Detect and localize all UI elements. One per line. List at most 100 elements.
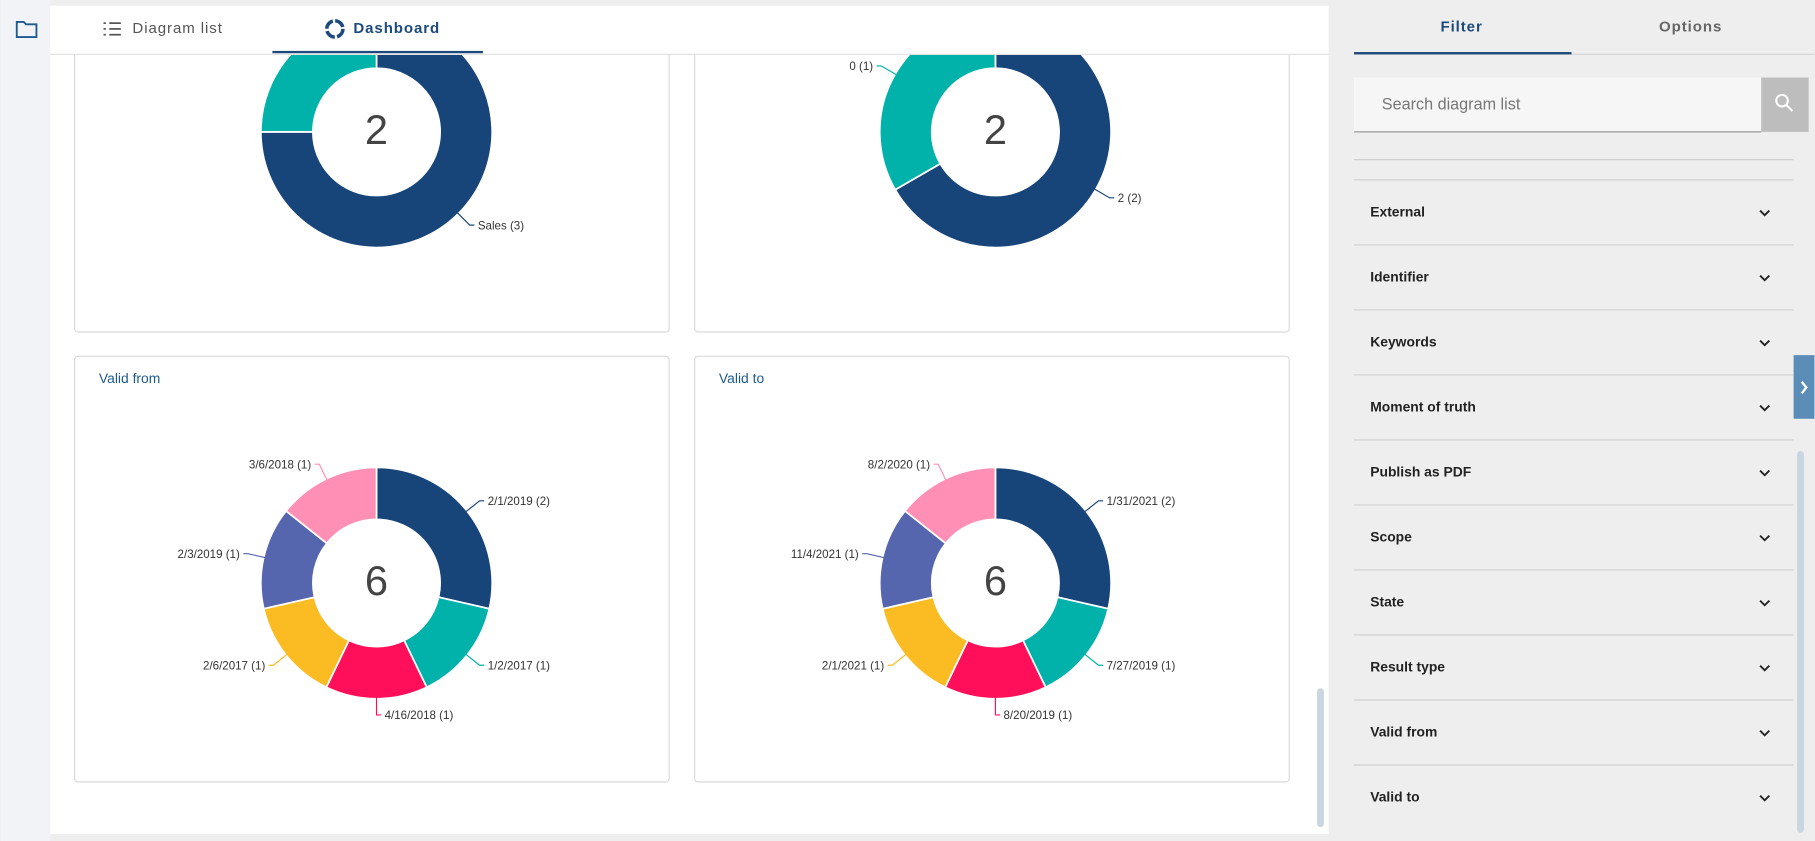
donut-segment[interactable] [284,466,378,545]
leader-line [933,463,947,482]
active-tab-indicator [272,50,483,54]
search-input[interactable] [1354,77,1762,132]
leader-line [1083,653,1104,666]
filter-row[interactable]: Moment of truth [1354,374,1794,415]
segment-label: 0 (1) [849,61,873,73]
segment-label: 3/6/2018 (1) [249,459,311,471]
chevron [1759,599,1770,607]
segment-label: 8/2/2020 (1) [868,459,930,471]
sidebar-tab[interactable]: Filter [1440,19,1482,36]
filter-row[interactable]: Identifier [1354,244,1794,285]
dashboard-icon [325,19,345,39]
segment-label: 1/2/2017 (1) [488,660,550,672]
segment-label: 8/20/2019 (1) [1004,710,1073,722]
center-label: 2 [984,106,1007,153]
filter-label: Publish as PDF [1370,464,1471,480]
dashboard: Sales (3) 2 2 (2) 0 (1) 2 Valid from 2/1/2019 … [74,16,1290,783]
chevron [1759,469,1770,477]
chevron [1759,794,1770,802]
segment-label: Sales (3) [478,220,524,232]
leader-line [314,463,328,482]
donut-segment[interactable] [903,466,997,545]
leader-line [243,553,267,559]
segment-label: 7/27/2019 (1) [1107,660,1176,672]
filter-row[interactable]: External [1354,179,1794,220]
leader-line [876,65,898,76]
folder-icon[interactable] [15,21,38,38]
segment-label: 2/3/2019 (1) [178,549,240,561]
chart-title: Valid to [719,370,765,386]
leader-line [1083,500,1104,513]
scrollbar[interactable] [1317,688,1324,828]
filter-row[interactable]: Keywords [1354,309,1794,350]
leader-line [1093,188,1115,199]
segment-label: 11/4/2021 (1) [791,549,859,561]
icon-rail [0,0,51,841]
filter-row[interactable]: Valid to [1354,764,1794,805]
segment-label: 2/1/2019 (2) [488,496,550,508]
leader-line [994,696,1001,716]
filter-label: Valid from [1370,724,1437,740]
leader-line [464,653,485,666]
filter-label: Identifier [1370,269,1429,285]
card [694,54,1290,333]
toggle-arrow [1800,381,1808,395]
leader-line [268,653,289,666]
card [74,54,670,333]
center-label: 6 [365,557,388,604]
donut-segment[interactable] [878,16,997,191]
filter-label: State [1370,594,1404,610]
filter-row[interactable]: Result type [1354,634,1794,675]
segment-label: 4/16/2018 (1) [385,710,454,722]
leader-line [375,696,382,716]
list-icon [103,22,121,36]
segment-label: 2/6/2017 (1) [203,660,265,672]
chevron [1759,339,1770,347]
segment-label: 2 (2) [1118,193,1142,205]
tab-bar: Diagram list Dashboard [50,5,1329,55]
chevron [1759,664,1770,672]
filter-row[interactable]: Scope [1354,504,1794,545]
center-label: 2 [365,106,388,153]
collapse-toggle[interactable] [1793,355,1815,419]
filter-row[interactable]: Valid from [1354,699,1794,740]
scrollbar[interactable] [1797,451,1805,833]
filter-label: Moment of truth [1370,399,1476,415]
chevron [1759,534,1770,542]
segment-label: 2/1/2021 (1) [822,660,884,672]
donut-segment[interactable] [259,16,378,133]
active-tab-indicator [1354,52,1572,55]
leader-line [887,653,908,666]
donut-segment[interactable] [375,466,494,610]
filter-label: Result type [1370,659,1445,675]
filter-label: External [1370,204,1425,220]
search-placeholder: Search diagram list [1382,96,1521,114]
tab-bar-bg [50,5,1329,55]
sidebar-tab[interactable]: Options [1659,19,1722,36]
leader-line [464,500,485,513]
chevron [1759,729,1770,737]
segment-label: 1/31/2021 (2) [1107,496,1176,508]
search-icon [1775,93,1794,112]
card [74,355,670,783]
chevron [1759,209,1770,217]
tab[interactable]: Diagram list [132,20,222,37]
sidebar: Filter Options Search diagram list Exter… [1354,19,1815,833]
filter-label: Valid to [1370,789,1419,805]
filter-label: Scope [1370,529,1412,545]
filter-row[interactable]: State [1354,569,1794,610]
donut-segment[interactable] [994,466,1112,610]
leader-line [862,553,886,559]
card [694,355,1290,783]
chevron [1759,404,1770,412]
leader-line [456,211,475,226]
tab[interactable]: Dashboard [353,20,440,37]
chevron [1759,274,1770,282]
chart-title: Valid from [99,370,160,386]
donut-segment[interactable] [259,16,494,249]
filter-row[interactable]: Publish as PDF [1354,439,1794,480]
filter-label: Keywords [1370,334,1437,350]
donut-segment[interactable] [894,16,1112,249]
